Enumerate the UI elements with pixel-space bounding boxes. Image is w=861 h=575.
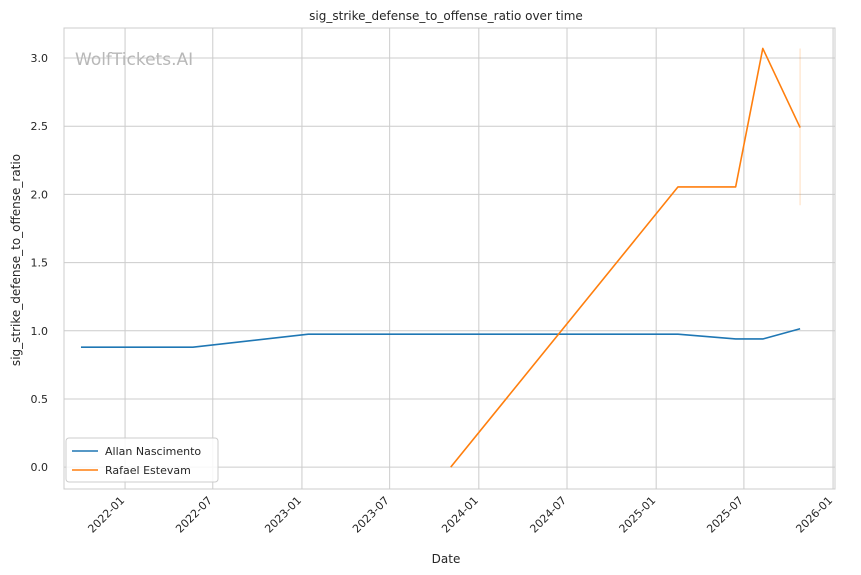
y-tick-label: 1.0 bbox=[31, 325, 49, 338]
series-line-rafael-estevam bbox=[450, 47, 801, 468]
y-tick-label: 0.0 bbox=[31, 461, 49, 474]
y-tick-label: 2.0 bbox=[31, 188, 49, 201]
series-line-allan-nascimento bbox=[80, 327, 801, 348]
legend-label-rafael-estevam: Rafael Estevam bbox=[105, 464, 191, 477]
y-axis-ticks: 0.0 0.5 1.0 1.5 2.0 2.5 3.0 bbox=[31, 52, 49, 474]
y-axis-label: sig_strike_defense_to_offense_ratio bbox=[9, 154, 23, 366]
y-tick-label: 3.0 bbox=[31, 52, 49, 65]
legend-box bbox=[65, 437, 219, 483]
y-tick-label: 2.5 bbox=[31, 120, 49, 133]
grid bbox=[64, 28, 835, 489]
plot-area bbox=[63, 27, 836, 490]
x-axis-label: Date bbox=[432, 552, 461, 566]
watermark-text: WolfTickets.AI bbox=[75, 50, 193, 70]
series-lines bbox=[80, 47, 801, 468]
y-tick-label: 1.5 bbox=[31, 257, 49, 270]
legend: Allan Nascimento Rafael Estevam bbox=[65, 437, 219, 483]
y-tick-label: 0.5 bbox=[31, 393, 49, 406]
chart-title: sig_strike_defense_to_offense_ratio over… bbox=[309, 9, 583, 23]
legend-label-allan-nascimento: Allan Nascimento bbox=[105, 445, 201, 458]
